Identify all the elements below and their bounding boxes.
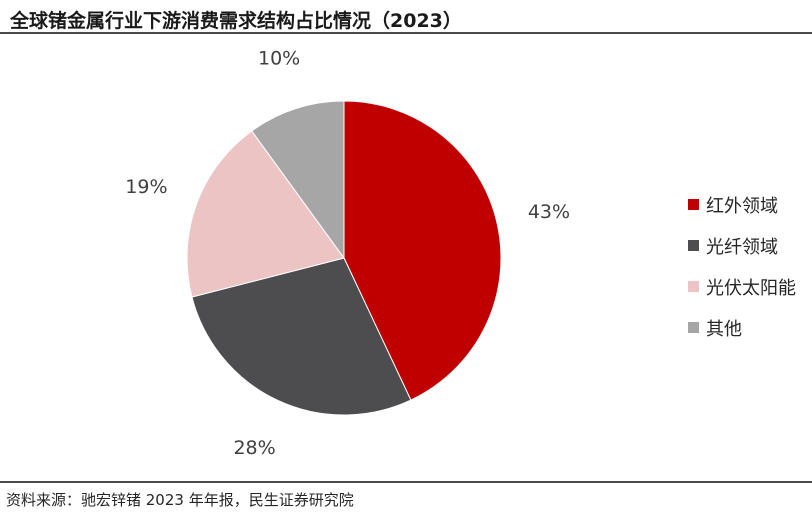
legend-swatch-2 bbox=[688, 281, 699, 292]
legend-swatch-3 bbox=[688, 322, 699, 333]
legend-swatch-0 bbox=[688, 199, 699, 210]
slice-label-1: 28% bbox=[233, 437, 275, 459]
pie-slice-2 bbox=[186, 130, 345, 298]
source-note: 资料来源：驰宏锌锗 2023 年年报，民生证券研究院 bbox=[6, 491, 354, 509]
legend-item-1: 光纤领域 bbox=[688, 225, 796, 266]
legend-swatch-1 bbox=[688, 240, 699, 251]
pie-chart: 43% 28% 19% 10% bbox=[125, 47, 570, 459]
pie-slice-3 bbox=[251, 100, 345, 260]
legend-item-2: 光伏太阳能 bbox=[688, 266, 796, 307]
pie-slice-0 bbox=[343, 100, 502, 401]
legend-label-2: 光伏太阳能 bbox=[706, 277, 796, 299]
source-bar: 资料来源：驰宏锌锗 2023 年年报，民生证券研究院 bbox=[0, 481, 812, 512]
chart-legend: 红外领域光纤领域光伏太阳能其他 bbox=[688, 184, 796, 348]
pie-slices bbox=[186, 100, 502, 416]
title-bar: 全球锗金属行业下游消费需求结构占比情况（2023） bbox=[0, 0, 812, 34]
legend-label-0: 红外领域 bbox=[706, 195, 778, 217]
legend-label-1: 光纤领域 bbox=[706, 236, 778, 258]
pie-slice-1 bbox=[191, 257, 412, 416]
pie-labels: 43% 28% 19% 10% bbox=[125, 47, 570, 459]
slice-label-3: 10% bbox=[258, 47, 300, 69]
legend-item-0: 红外领域 bbox=[688, 184, 796, 225]
legend-label-3: 其他 bbox=[706, 318, 742, 340]
slice-label-0: 43% bbox=[528, 201, 570, 223]
chart-title: 全球锗金属行业下游消费需求结构占比情况（2023） bbox=[10, 10, 462, 32]
legend-item-3: 其他 bbox=[688, 307, 796, 348]
slice-label-2: 19% bbox=[125, 176, 167, 198]
